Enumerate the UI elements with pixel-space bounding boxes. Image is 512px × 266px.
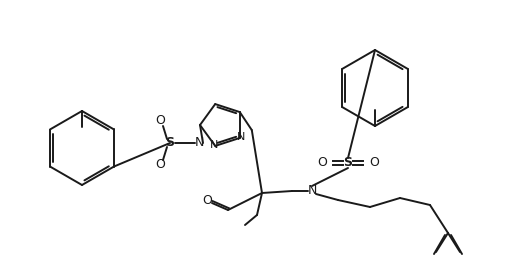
Text: O: O [155, 114, 165, 127]
Text: O: O [202, 194, 212, 207]
Text: O: O [317, 156, 327, 169]
Text: N: N [237, 132, 245, 142]
Text: N: N [195, 136, 204, 149]
Text: S: S [344, 156, 352, 169]
Text: N: N [307, 185, 317, 197]
Text: S: S [165, 136, 175, 149]
Text: O: O [369, 156, 379, 169]
Text: N: N [210, 140, 219, 150]
Text: O: O [155, 159, 165, 172]
